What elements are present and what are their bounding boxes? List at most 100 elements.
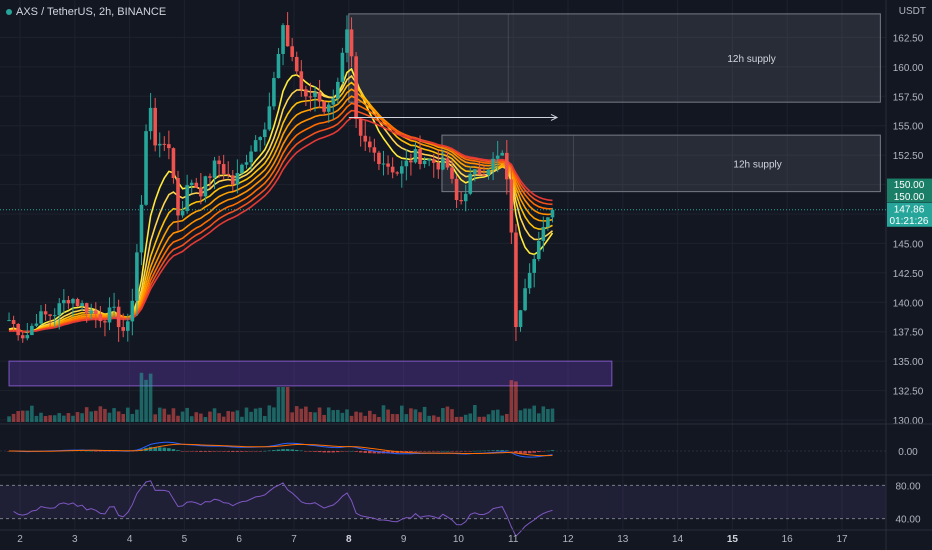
x-tick-label: 5 xyxy=(182,534,188,545)
macd-hist-bar xyxy=(217,451,221,452)
macd-hist-bar xyxy=(203,451,208,452)
volume-bar xyxy=(532,405,537,422)
candle-body xyxy=(203,176,208,197)
macd-hist-bar xyxy=(281,449,285,451)
volume-bar xyxy=(71,415,75,422)
macd-hist-bar xyxy=(454,451,459,452)
candle-body xyxy=(294,56,299,72)
candle-body xyxy=(75,299,80,307)
x-tick-label: 12 xyxy=(562,534,574,545)
candle-body xyxy=(331,98,336,105)
macd-hist-bar xyxy=(317,451,322,453)
candle-body xyxy=(84,303,89,314)
volume-bar xyxy=(304,406,308,422)
candle-body xyxy=(276,53,281,79)
candle-body xyxy=(345,29,349,53)
candle-body xyxy=(176,178,180,216)
volume-bar xyxy=(418,412,422,422)
x-tick-label: 6 xyxy=(236,534,242,545)
volume-bar xyxy=(354,411,358,422)
macd-hist-bar xyxy=(189,451,194,452)
currency-label: USDT xyxy=(898,6,926,17)
volume-bar xyxy=(514,381,518,422)
macd-hist-bar xyxy=(221,451,226,452)
price-marker-label: 150.00 xyxy=(894,180,925,191)
macd-hist-bar xyxy=(194,451,199,452)
macd-hist-bar xyxy=(431,451,436,452)
candle-body xyxy=(244,162,249,165)
x-tick-label: 7 xyxy=(291,534,297,545)
volume-bar xyxy=(208,411,212,422)
volume-bar xyxy=(523,408,527,422)
volume-bar xyxy=(527,408,532,422)
volume-bar xyxy=(495,409,500,422)
zone-label: 12h supply xyxy=(733,159,781,170)
macd-hist-bar xyxy=(509,451,514,452)
macd-hist-bar xyxy=(322,451,326,453)
price-tick-label: 145.00 xyxy=(893,239,924,250)
macd-hist-bar xyxy=(180,451,185,452)
x-tick-label: 15 xyxy=(727,534,739,545)
volume-bar xyxy=(148,373,153,422)
macd-hist-bar xyxy=(89,450,94,452)
candle-body xyxy=(221,164,226,174)
x-tick-label: 17 xyxy=(836,534,848,545)
candle-body xyxy=(7,320,11,322)
candle-body xyxy=(491,158,495,170)
volume-bar xyxy=(445,406,450,422)
candle-body xyxy=(546,217,550,227)
volume-bar xyxy=(294,406,299,422)
candle-body xyxy=(386,163,390,167)
volume-bar xyxy=(463,414,468,422)
price-marker xyxy=(887,178,932,191)
candle-body xyxy=(431,159,436,163)
price-tick-label: 137.50 xyxy=(893,328,924,339)
candle-body xyxy=(272,78,276,107)
macd-hist-bar xyxy=(390,451,395,454)
supply-zone xyxy=(348,13,881,103)
candle-body xyxy=(326,104,331,112)
volume-bar xyxy=(399,405,404,422)
candle-body xyxy=(171,148,176,179)
candle-body xyxy=(340,52,345,82)
price-tick-label: 162.50 xyxy=(893,33,924,44)
volume-bar xyxy=(217,413,221,422)
volume-bar xyxy=(450,409,454,422)
volume-bar xyxy=(340,412,345,422)
macd-hist-bar xyxy=(313,451,317,452)
candle-body xyxy=(527,272,532,289)
volume-bar xyxy=(84,407,89,422)
candle-body xyxy=(20,335,25,339)
volume-bar xyxy=(381,405,386,422)
candle-body xyxy=(541,226,546,241)
volume-bar xyxy=(290,412,294,422)
candle-body xyxy=(48,314,52,316)
macd-hist-bar xyxy=(162,447,167,451)
volume-bar xyxy=(422,406,427,422)
x-tick-label: 11 xyxy=(508,534,519,545)
candle-body xyxy=(505,152,509,180)
rsi-tick-label: 40.00 xyxy=(895,515,920,526)
zone-label: 12h supply xyxy=(727,54,775,65)
macd-hist-bar xyxy=(98,451,103,452)
candle-body xyxy=(11,320,16,324)
candle-body xyxy=(66,300,71,304)
candle-body xyxy=(473,169,477,174)
macd-hist-bar xyxy=(299,450,304,452)
volume-bar xyxy=(491,410,495,422)
candle-body xyxy=(363,135,368,142)
volume-bar xyxy=(509,380,514,422)
candle-body xyxy=(304,89,308,97)
volume-bar xyxy=(30,405,34,422)
macd-hist-bar xyxy=(94,451,98,452)
macd-hist-bar xyxy=(358,451,363,453)
candle-body xyxy=(135,252,139,301)
macd-hist-bar xyxy=(84,450,89,452)
volume-bar xyxy=(16,411,20,422)
candle-body xyxy=(281,25,285,54)
candle-body xyxy=(112,306,116,308)
volume-bar xyxy=(25,410,30,422)
price-tick-label: 152.50 xyxy=(893,151,924,162)
candle-body xyxy=(89,310,94,314)
